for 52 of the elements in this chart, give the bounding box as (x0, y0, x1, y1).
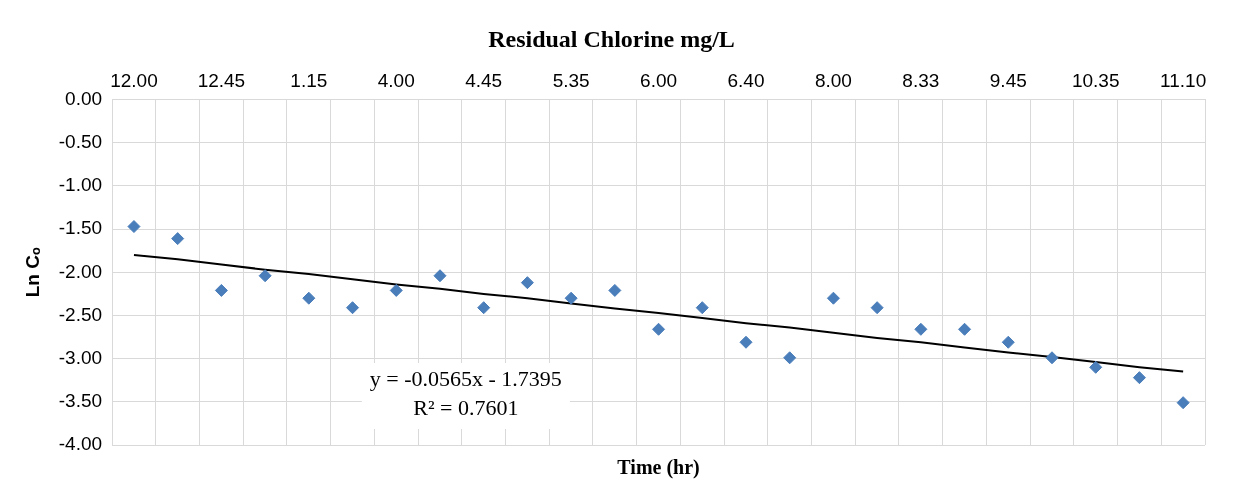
x-tick-label: 6.40 (727, 70, 765, 92)
x-tick-label: 11.10 (1160, 70, 1207, 92)
x-tick-label: 1.15 (290, 70, 328, 92)
point (1132, 371, 1146, 385)
point (302, 291, 316, 305)
point (258, 269, 272, 283)
x-tick-label: 5.35 (552, 70, 590, 92)
x-tick-label: 4.45 (465, 70, 503, 92)
x-axis-title: Time (hr) (617, 456, 700, 480)
point (783, 351, 797, 365)
point (171, 232, 185, 246)
x-tick-label: 8.00 (814, 70, 852, 92)
y-tick-label: -4.00 (58, 433, 103, 455)
point (1045, 351, 1059, 365)
annotation: R² = 0.7601 (413, 394, 519, 420)
y-tick-label: -3.00 (58, 346, 103, 368)
x-tick-label: 6.00 (640, 70, 678, 92)
point (608, 283, 622, 297)
x-tick-label: 4.00 (377, 70, 415, 92)
point (870, 301, 884, 315)
y-tick-label: 0.00 (65, 87, 103, 109)
annotation: y = -0.0565x - 1.7395 (369, 365, 562, 391)
point (127, 220, 141, 234)
point (914, 322, 928, 336)
y-tick-label: -1.50 (58, 217, 103, 239)
x-tick-label: 12.45 (197, 70, 246, 92)
point (958, 322, 972, 336)
y-tick-label: -0.50 (58, 131, 103, 153)
y-tick-label: -2.00 (58, 260, 103, 282)
point (477, 301, 491, 315)
chart-title: Residual Chlorine mg/L (488, 25, 735, 52)
y-tick-label: -3.50 (58, 390, 103, 412)
point (739, 335, 753, 349)
point (826, 291, 840, 305)
point (652, 322, 666, 336)
point (389, 283, 403, 297)
x-tick-label: 10.35 (1071, 70, 1120, 92)
point (214, 283, 228, 297)
point (520, 276, 534, 290)
x-tick-label: 8.33 (902, 70, 940, 92)
y-tick-label: -2.50 (58, 303, 103, 325)
y-axis-title: Ln Cₒ (21, 247, 43, 298)
x-tick-label: 9.45 (989, 70, 1027, 92)
point (1001, 335, 1015, 349)
x-tick-label: 12.00 (110, 70, 158, 92)
y-tick-label: -1.00 (58, 174, 103, 196)
point (1176, 396, 1190, 410)
point (1089, 360, 1103, 374)
point (695, 301, 709, 315)
point (346, 301, 360, 315)
point (564, 291, 578, 305)
point (433, 269, 447, 283)
